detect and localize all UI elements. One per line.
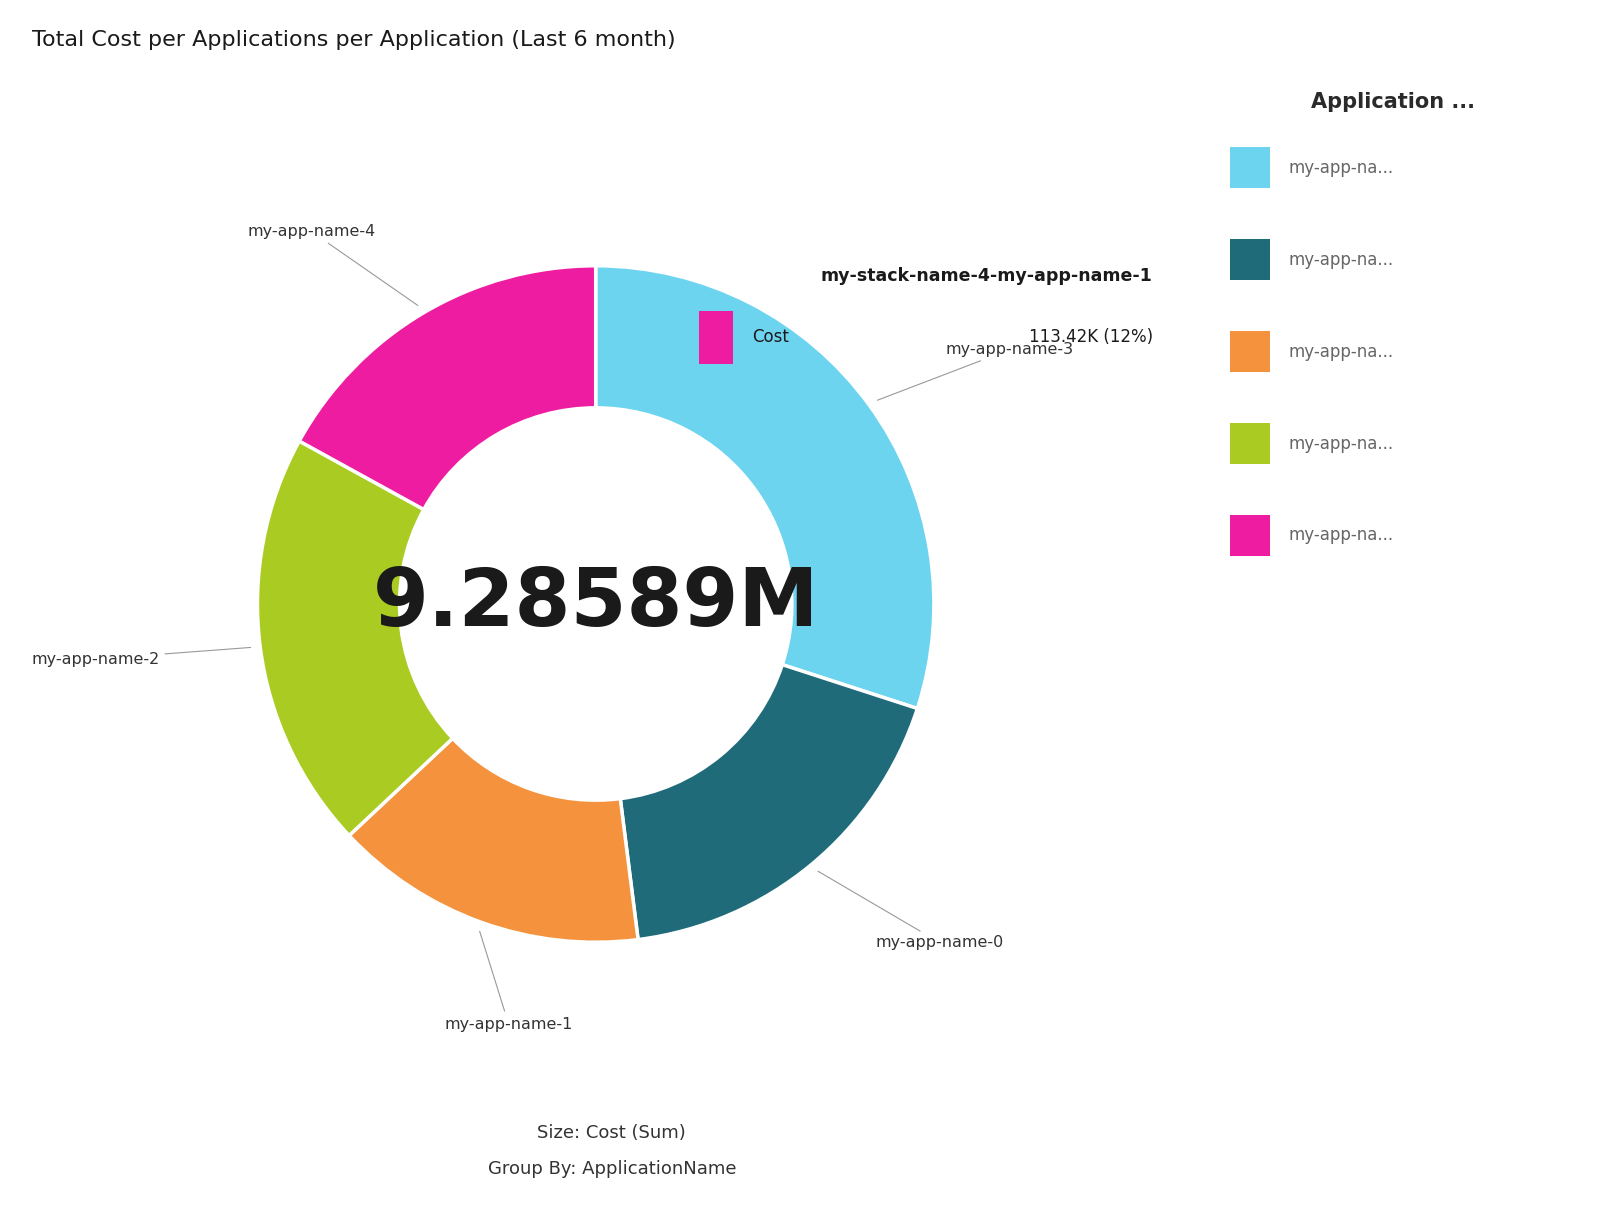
Text: my-app-name-3: my-app-name-3	[877, 342, 1074, 400]
Text: Total Cost per Applications per Application (Last 6 month): Total Cost per Applications per Applicat…	[32, 30, 676, 51]
Wedge shape	[258, 441, 452, 836]
Text: my-app-name-1: my-app-name-1	[444, 931, 573, 1032]
FancyBboxPatch shape	[1230, 423, 1270, 464]
Text: Cost: Cost	[752, 329, 789, 347]
Text: my-app-na...: my-app-na...	[1290, 159, 1394, 178]
FancyBboxPatch shape	[699, 310, 733, 364]
Text: Size: Cost (Sum): Size: Cost (Sum)	[538, 1123, 686, 1142]
Text: my-app-na...: my-app-na...	[1290, 435, 1394, 453]
Text: my-stack-name-4-my-app-name-1: my-stack-name-4-my-app-name-1	[821, 267, 1153, 285]
FancyBboxPatch shape	[1230, 515, 1270, 556]
Text: my-app-name-2: my-app-name-2	[31, 647, 251, 667]
Wedge shape	[596, 266, 934, 709]
Text: Application ...: Application ...	[1311, 92, 1475, 112]
Wedge shape	[299, 266, 596, 510]
Text: my-app-name-4: my-app-name-4	[246, 223, 419, 306]
Text: my-app-na...: my-app-na...	[1290, 343, 1394, 361]
FancyBboxPatch shape	[1230, 239, 1270, 280]
Text: my-app-name-0: my-app-name-0	[818, 871, 1005, 951]
FancyBboxPatch shape	[1230, 147, 1270, 188]
Wedge shape	[349, 738, 638, 942]
Text: 9.28589M: 9.28589M	[372, 565, 819, 643]
Text: 113.42K (12%): 113.42K (12%)	[1029, 329, 1153, 347]
FancyBboxPatch shape	[1230, 331, 1270, 372]
Wedge shape	[620, 664, 918, 940]
Text: my-app-na...: my-app-na...	[1290, 527, 1394, 545]
Text: Group By: ApplicationName: Group By: ApplicationName	[488, 1160, 736, 1178]
Text: my-app-na...: my-app-na...	[1290, 251, 1394, 269]
